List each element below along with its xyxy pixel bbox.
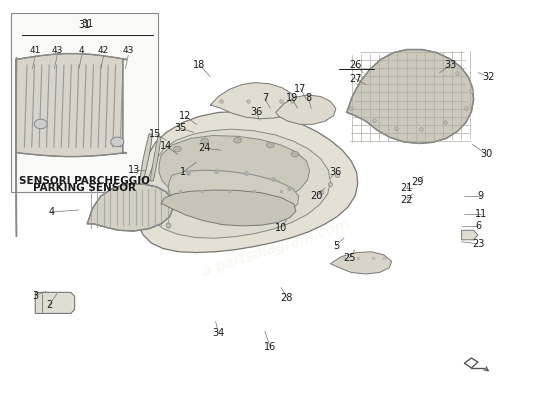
Circle shape — [174, 146, 181, 152]
Text: PARKING SENSOR: PARKING SENSOR — [33, 183, 136, 193]
Circle shape — [201, 138, 208, 144]
Text: 17: 17 — [294, 84, 306, 94]
Text: 2: 2 — [46, 300, 52, 310]
Circle shape — [266, 142, 274, 148]
Text: 35: 35 — [174, 123, 186, 133]
Text: 32: 32 — [483, 72, 495, 82]
Text: 7: 7 — [262, 94, 268, 104]
Text: 14: 14 — [160, 141, 173, 151]
Circle shape — [291, 152, 299, 157]
Polygon shape — [210, 82, 298, 119]
Text: 11: 11 — [475, 209, 487, 219]
Text: 30: 30 — [480, 149, 492, 159]
Text: 27: 27 — [349, 74, 361, 84]
Text: SENSORI PARCHEGGIO: SENSORI PARCHEGGIO — [19, 176, 150, 186]
FancyBboxPatch shape — [10, 13, 158, 192]
Polygon shape — [16, 54, 127, 237]
Text: 13: 13 — [128, 165, 140, 175]
Polygon shape — [150, 137, 161, 181]
Text: 43: 43 — [123, 46, 134, 55]
Text: 28: 28 — [280, 292, 293, 302]
Text: 25: 25 — [343, 253, 356, 263]
Circle shape — [234, 138, 241, 143]
Text: 22: 22 — [400, 195, 413, 205]
Text: 31: 31 — [81, 19, 94, 29]
Text: 34: 34 — [212, 328, 224, 338]
Text: 21: 21 — [401, 183, 413, 193]
Polygon shape — [159, 136, 310, 206]
Polygon shape — [137, 112, 358, 252]
Text: 31: 31 — [78, 20, 91, 30]
Polygon shape — [276, 95, 336, 124]
Circle shape — [111, 137, 124, 147]
Text: 41: 41 — [30, 46, 41, 55]
Text: 23: 23 — [472, 239, 484, 249]
Text: a partsdiagram.com: a partsdiagram.com — [200, 217, 351, 279]
Polygon shape — [168, 170, 299, 221]
Text: 43: 43 — [52, 46, 63, 55]
Polygon shape — [35, 292, 75, 314]
Text: 42: 42 — [98, 46, 109, 55]
Polygon shape — [145, 129, 331, 238]
Text: 16: 16 — [264, 342, 277, 352]
Polygon shape — [139, 134, 152, 184]
Text: 9: 9 — [477, 191, 484, 201]
Text: 36: 36 — [250, 108, 263, 118]
Text: 5: 5 — [333, 241, 339, 251]
Text: 20: 20 — [311, 191, 323, 201]
Text: 4: 4 — [48, 207, 54, 217]
Text: 6: 6 — [475, 221, 481, 231]
Polygon shape — [161, 190, 296, 226]
Text: 1: 1 — [180, 167, 186, 177]
Text: 36: 36 — [330, 167, 342, 177]
Text: 26: 26 — [349, 60, 361, 70]
Polygon shape — [87, 184, 173, 231]
Polygon shape — [347, 50, 474, 144]
Text: 29: 29 — [411, 177, 424, 187]
Text: 24: 24 — [199, 143, 211, 153]
Text: 18: 18 — [193, 60, 205, 70]
Text: 10: 10 — [275, 223, 287, 233]
Text: 19: 19 — [286, 94, 298, 104]
Polygon shape — [331, 252, 392, 274]
Text: 33: 33 — [444, 60, 456, 70]
Text: 15: 15 — [149, 129, 162, 139]
Text: 8: 8 — [305, 94, 312, 104]
Text: 12: 12 — [179, 112, 192, 122]
Polygon shape — [461, 230, 478, 240]
Text: 4: 4 — [79, 46, 85, 55]
Text: 3: 3 — [32, 290, 38, 300]
Circle shape — [34, 119, 47, 129]
